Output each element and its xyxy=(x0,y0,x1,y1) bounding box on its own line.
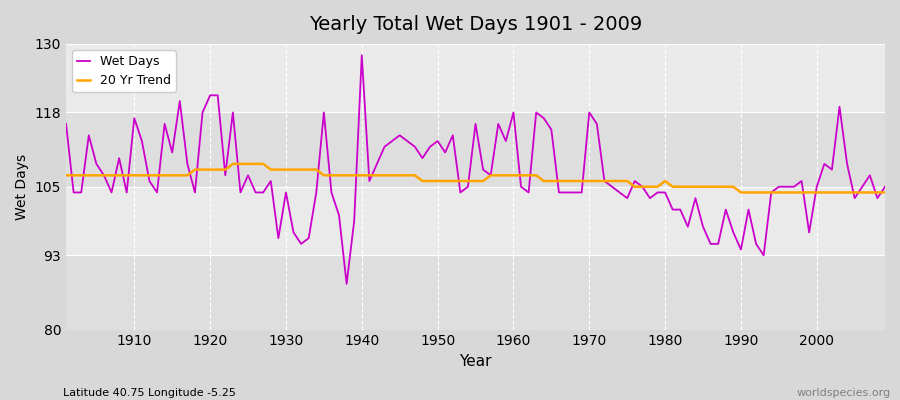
Text: worldspecies.org: worldspecies.org xyxy=(796,388,891,398)
20 Yr Trend xyxy=(122,173,132,178)
Bar xyxy=(66,187,885,255)
20 Yr Trend xyxy=(341,173,352,178)
Line: 20 Yr Trend: 20 Yr Trend xyxy=(66,164,885,192)
Wet Days xyxy=(879,184,890,189)
Wet Days xyxy=(614,190,625,195)
Wet Days xyxy=(122,190,132,195)
20 Yr Trend xyxy=(228,162,238,166)
20 Yr Trend xyxy=(735,190,746,195)
Wet Days xyxy=(334,213,345,218)
Wet Days xyxy=(516,184,526,189)
20 Yr Trend xyxy=(516,173,526,178)
Bar xyxy=(66,44,885,112)
Bar xyxy=(66,112,885,187)
20 Yr Trend xyxy=(296,167,307,172)
20 Yr Trend xyxy=(607,179,617,184)
Wet Days xyxy=(288,230,299,235)
Title: Yearly Total Wet Days 1901 - 2009: Yearly Total Wet Days 1901 - 2009 xyxy=(309,15,642,34)
20 Yr Trend xyxy=(879,190,890,195)
20 Yr Trend xyxy=(60,173,71,178)
Wet Days xyxy=(356,53,367,58)
Line: Wet Days: Wet Days xyxy=(66,55,885,284)
Bar xyxy=(66,255,885,330)
X-axis label: Year: Year xyxy=(459,354,491,369)
Wet Days xyxy=(523,190,534,195)
Legend: Wet Days, 20 Yr Trend: Wet Days, 20 Yr Trend xyxy=(72,50,176,92)
Wet Days xyxy=(341,282,352,286)
20 Yr Trend xyxy=(508,173,518,178)
Y-axis label: Wet Days: Wet Days xyxy=(15,154,29,220)
Wet Days xyxy=(60,122,71,126)
Text: Latitude 40.75 Longitude -5.25: Latitude 40.75 Longitude -5.25 xyxy=(63,388,236,398)
